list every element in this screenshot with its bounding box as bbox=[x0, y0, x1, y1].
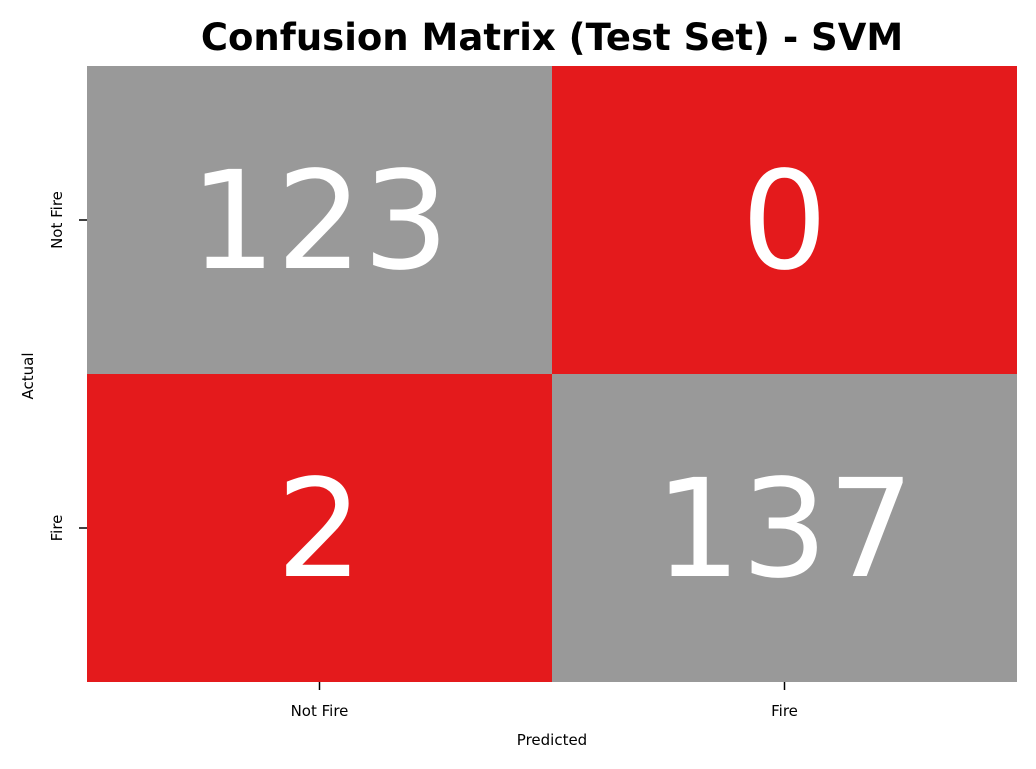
cell-value-label: 137 bbox=[655, 451, 915, 609]
cell-value-label: 0 bbox=[741, 143, 828, 301]
x-axis: Not Fire Fire bbox=[291, 682, 798, 720]
heatmap-cell bbox=[552, 374, 1017, 682]
y-tick-label: Not Fire bbox=[48, 191, 66, 249]
x-tick-label: Fire bbox=[771, 702, 798, 720]
y-tick-label: Fire bbox=[48, 515, 66, 542]
chart-title: Confusion Matrix (Test Set) - SVM bbox=[201, 16, 903, 59]
heatmap-cell bbox=[87, 374, 552, 682]
x-axis-label: Predicted bbox=[517, 731, 587, 749]
x-tick-label: Not Fire bbox=[291, 702, 349, 720]
y-axis: Not Fire Fire bbox=[48, 191, 87, 541]
heatmap-cell bbox=[87, 66, 552, 374]
y-axis-label: Actual bbox=[19, 353, 37, 400]
heatmap-cell bbox=[552, 66, 1017, 374]
heatmap-cells bbox=[87, 66, 1017, 682]
cell-value-label: 2 bbox=[276, 451, 363, 609]
cell-value-labels: 123 0 2 137 bbox=[190, 143, 915, 609]
cell-value-label: 123 bbox=[190, 143, 450, 301]
